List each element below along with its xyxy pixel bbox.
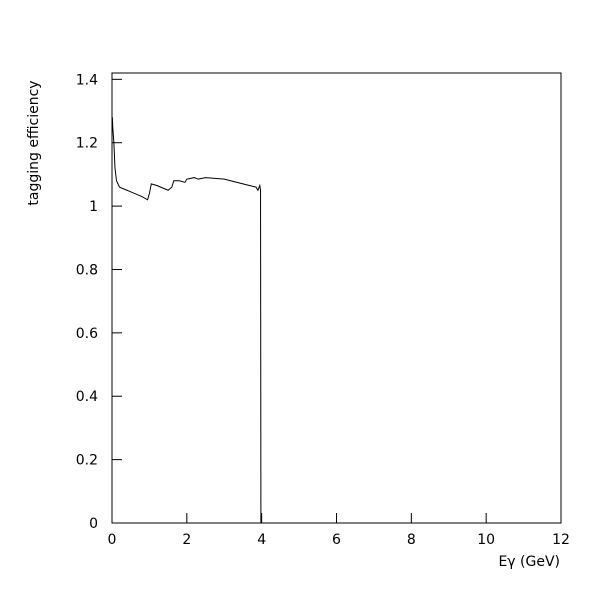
data-line	[111, 117, 561, 524]
x-tick-label: 10	[477, 532, 495, 548]
x-axis-label: Eγ (GeV)	[498, 554, 560, 570]
y-tick-label: 0	[89, 516, 98, 532]
y-tick-label: 0.4	[76, 389, 98, 405]
x-tick-label: 8	[407, 532, 416, 548]
x-tick-label: 2	[182, 532, 191, 548]
x-tick-label: 4	[257, 532, 266, 548]
y-tick-label: 0.8	[76, 262, 98, 278]
x-tick-label: 6	[332, 532, 341, 548]
y-tick-label: 1	[89, 199, 98, 215]
x-tick-label: 12	[552, 532, 570, 548]
y-axis-label: tagging efficiency	[26, 80, 42, 205]
y-tick-label: 0.2	[76, 453, 98, 469]
y-tick-label: 1.2	[76, 136, 98, 152]
y-tick-label: 0.6	[76, 326, 98, 342]
y-tick-label: 1.4	[76, 72, 98, 88]
x-tick-label: 0	[108, 532, 117, 548]
